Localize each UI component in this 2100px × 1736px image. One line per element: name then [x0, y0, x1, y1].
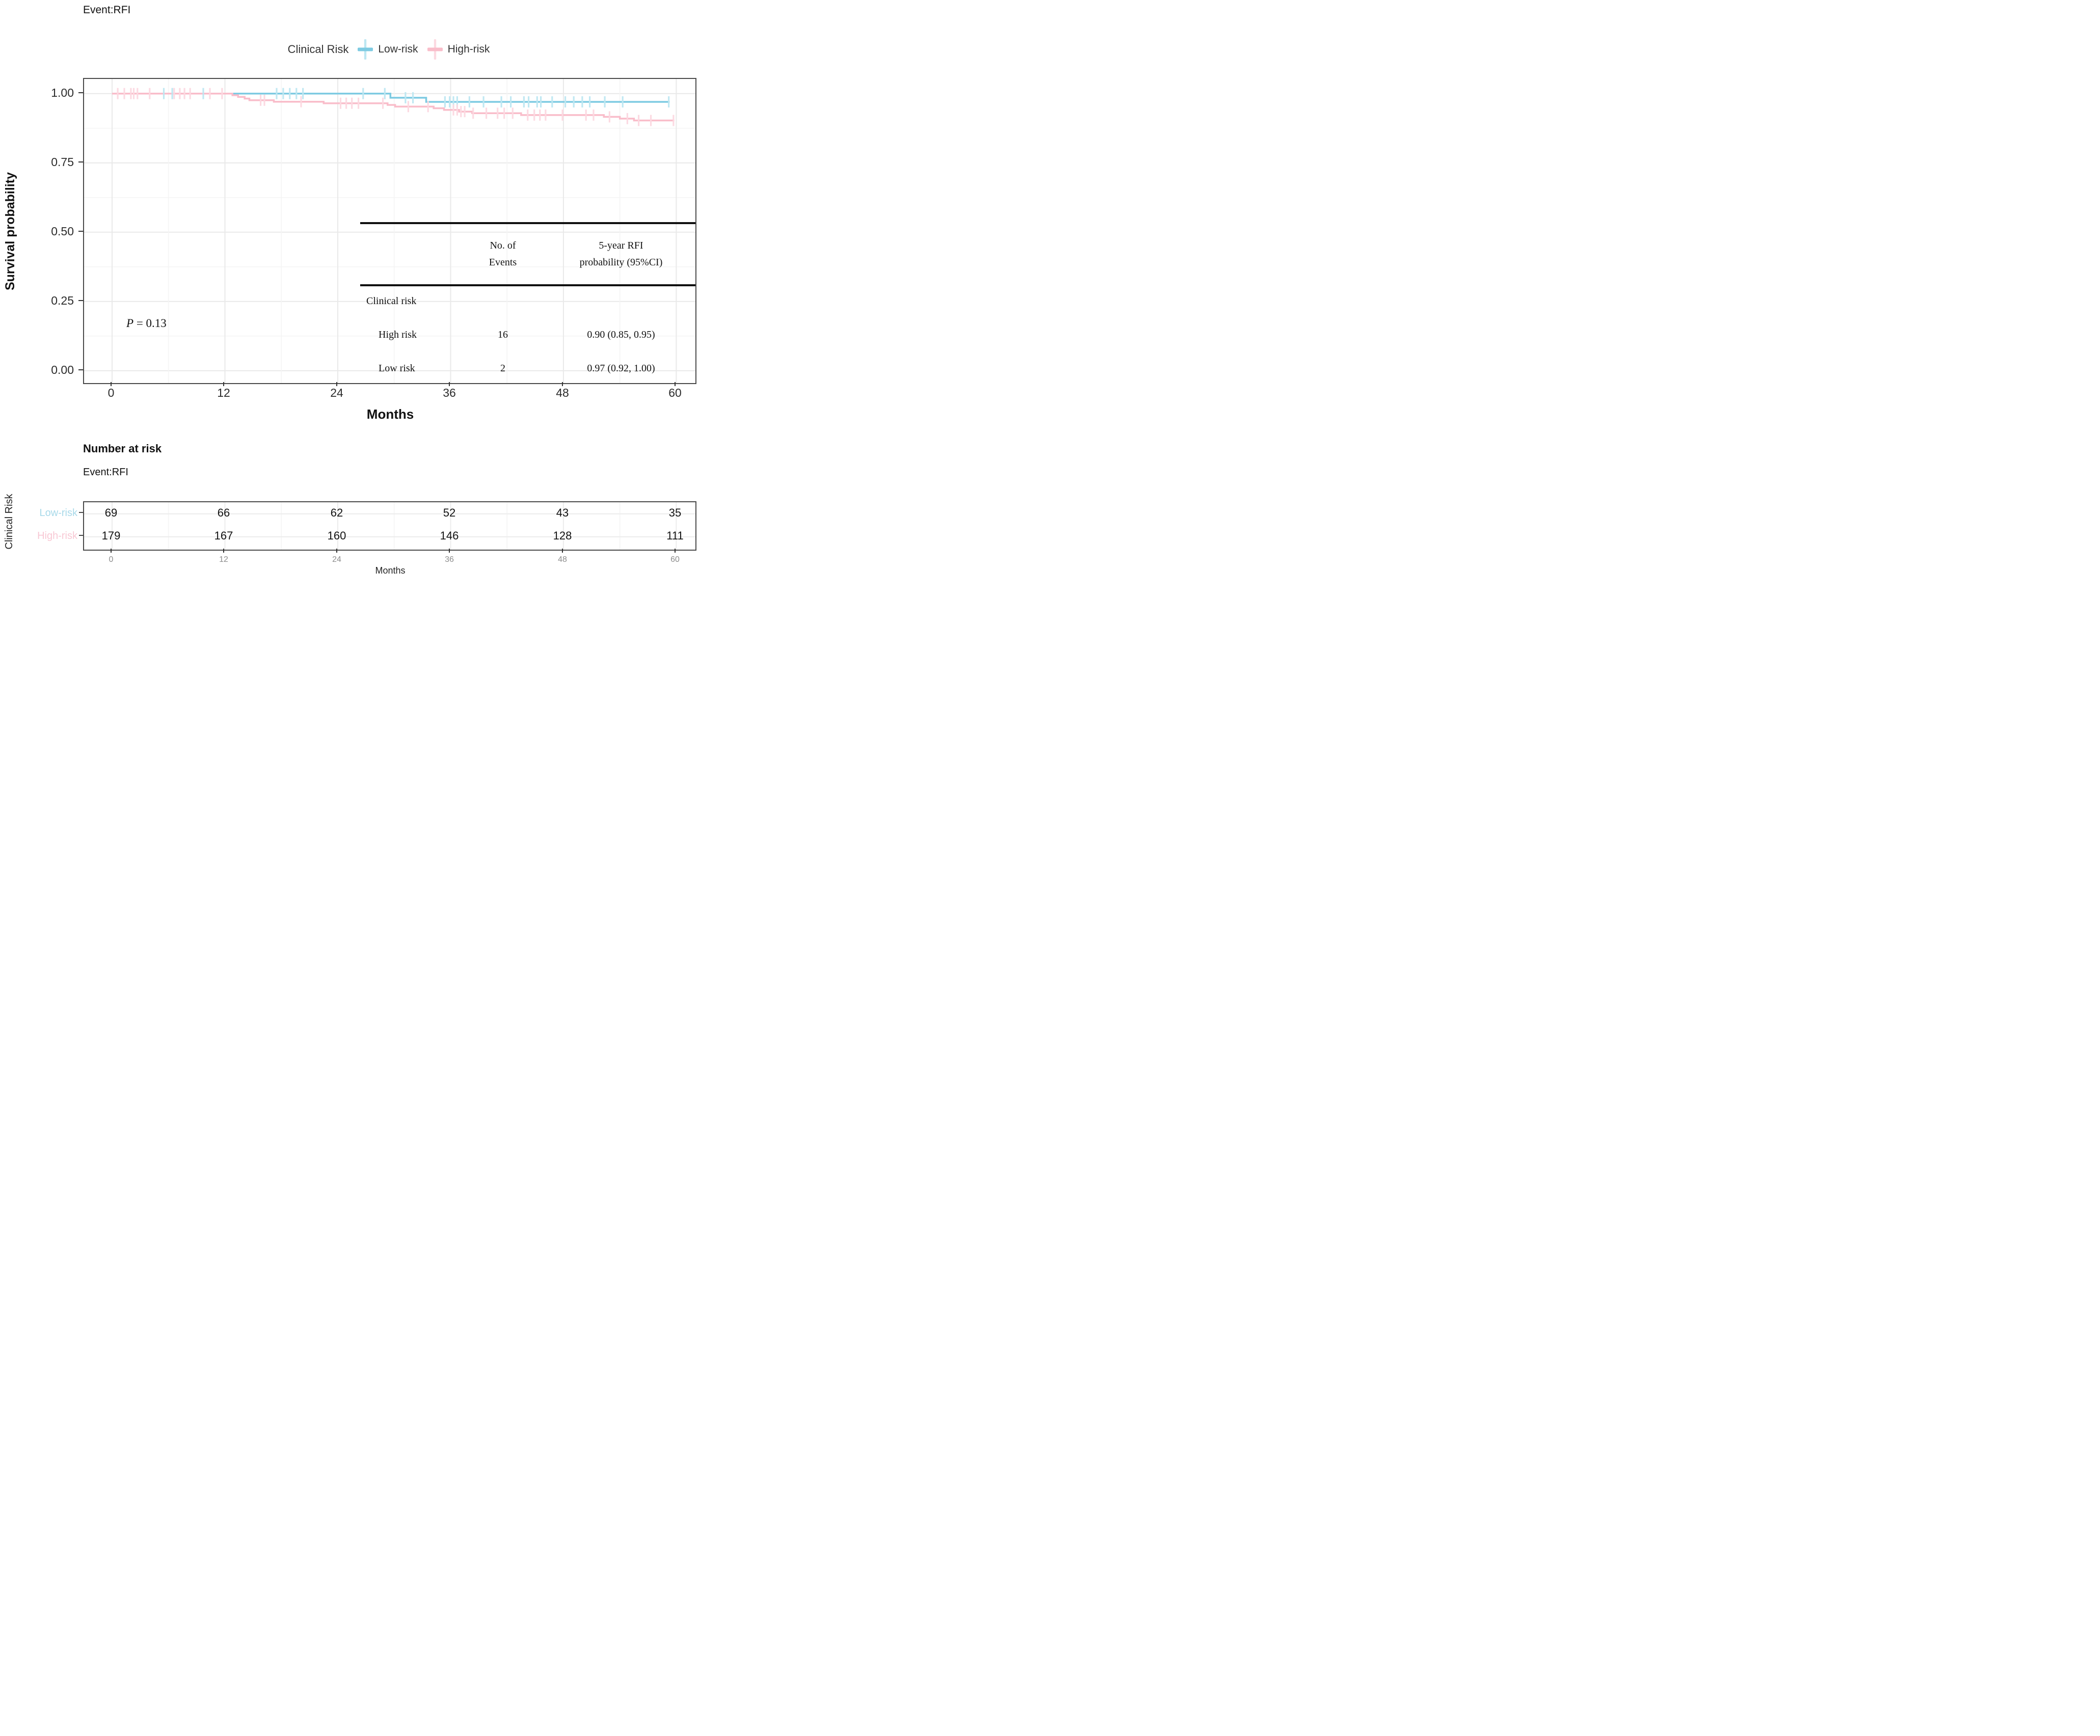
- axis-tick: [78, 369, 83, 370]
- risk-x-tick-label: 36: [445, 555, 454, 564]
- legend-item-high-risk: High-risk: [426, 38, 490, 61]
- axis-tick: [449, 382, 450, 386]
- x-tick-label: 60: [668, 386, 682, 399]
- axis-tick: [561, 382, 563, 386]
- risk-count: 128: [553, 529, 572, 542]
- survival-curves: [84, 79, 695, 383]
- axis-tick: [78, 92, 83, 93]
- p-value-text: = 0.13: [133, 317, 167, 330]
- risk-count: 35: [668, 506, 682, 519]
- risk-count: 111: [666, 529, 684, 542]
- number-at-risk-subtitle: Event:RFI: [83, 467, 128, 478]
- risk-table-panel: [83, 501, 696, 551]
- table-rule-mid: [360, 284, 695, 286]
- risk-count: 62: [330, 506, 343, 519]
- risk-count: 179: [101, 529, 121, 542]
- axis-tick: [449, 549, 450, 553]
- risk-count: 66: [217, 506, 230, 519]
- events-summary-table: No. of Events 5-year RFI probability (95…: [360, 219, 695, 374]
- table-events-value: 16: [498, 329, 508, 340]
- risk-x-axis-title: Months: [375, 565, 406, 576]
- y-tick-label: 0.50: [51, 225, 74, 238]
- x-tick-label: 24: [330, 386, 343, 399]
- legend-item-low-risk: Low-risk: [357, 38, 418, 61]
- axis-tick: [675, 549, 676, 553]
- legend-label-low-risk: Low-risk: [378, 43, 418, 55]
- risk-row-label-high: High-risk: [37, 530, 77, 541]
- legend: Clinical Risk Low-risk High-risk: [83, 38, 694, 61]
- events-column-header: No. of Events: [489, 240, 517, 268]
- p-value-annotation: P = 0.13: [126, 317, 167, 330]
- figure-title: Event:RFI: [83, 4, 131, 16]
- risk-x-tick-label: 0: [109, 555, 114, 564]
- table-rule-top: [360, 222, 695, 224]
- y-tick-label: 0.25: [51, 294, 74, 307]
- axis-tick: [78, 161, 83, 162]
- risk-count: 167: [214, 529, 233, 542]
- axis-tick: [336, 382, 337, 386]
- p-value-symbol: P: [126, 317, 134, 330]
- x-tick-label: 12: [217, 386, 230, 399]
- risk-count: 43: [556, 506, 569, 519]
- km-survival-figure: Event:RFI Clinical Risk Low-risk High-ri…: [0, 0, 700, 579]
- axis-tick: [78, 300, 83, 301]
- risk-row-tick: [79, 512, 83, 513]
- table-probability-value: 0.90 (0.85, 0.95): [587, 329, 655, 340]
- axis-tick: [336, 549, 337, 553]
- axis-tick: [111, 382, 112, 386]
- table-group-label: Clinical risk: [366, 295, 417, 307]
- risk-count: 69: [104, 506, 118, 519]
- table-events-value: 2: [500, 363, 505, 374]
- axis-tick: [111, 549, 112, 553]
- x-tick-label: 36: [443, 386, 456, 399]
- risk-x-tick-label: 12: [219, 555, 228, 564]
- survival-plot-panel: [83, 78, 696, 384]
- axis-tick: [561, 549, 563, 553]
- table-row-label: Low risk: [379, 363, 415, 374]
- x-tick-label: 48: [556, 386, 569, 399]
- y-axis-title: Survival probability: [3, 172, 17, 291]
- risk-table-axis-label: Clinical Risk: [4, 494, 15, 550]
- risk-table-grid: [84, 502, 695, 550]
- axis-tick: [223, 549, 225, 553]
- probability-column-header: 5-year RFI probability (95%CI): [579, 240, 663, 268]
- legend-title: Clinical Risk: [287, 43, 349, 56]
- x-tick-label: 0: [107, 386, 115, 399]
- axis-tick: [78, 230, 83, 232]
- y-tick-label: 0.75: [51, 155, 74, 169]
- risk-count: 52: [443, 506, 456, 519]
- risk-x-tick-label: 48: [558, 555, 567, 564]
- risk-count: 146: [440, 529, 459, 542]
- number-at-risk-title: Number at risk: [83, 442, 162, 455]
- table-probability-value: 0.97 (0.92, 1.00): [587, 363, 655, 374]
- axis-tick: [223, 382, 225, 386]
- risk-count: 160: [327, 529, 346, 542]
- y-tick-label: 1.00: [51, 86, 74, 99]
- plus-censor-icon: [358, 39, 373, 60]
- x-axis-title: Months: [366, 406, 414, 422]
- legend-label-high-risk: High-risk: [447, 43, 490, 55]
- risk-row-tick: [79, 535, 83, 536]
- risk-x-tick-label: 24: [332, 555, 341, 564]
- y-tick-label: 0.00: [51, 363, 74, 376]
- risk-row-label-low: Low-risk: [39, 507, 77, 519]
- plus-censor-icon: [427, 39, 443, 60]
- risk-x-tick-label: 60: [670, 555, 680, 564]
- table-row-label: High risk: [379, 329, 417, 340]
- axis-tick: [675, 382, 676, 386]
